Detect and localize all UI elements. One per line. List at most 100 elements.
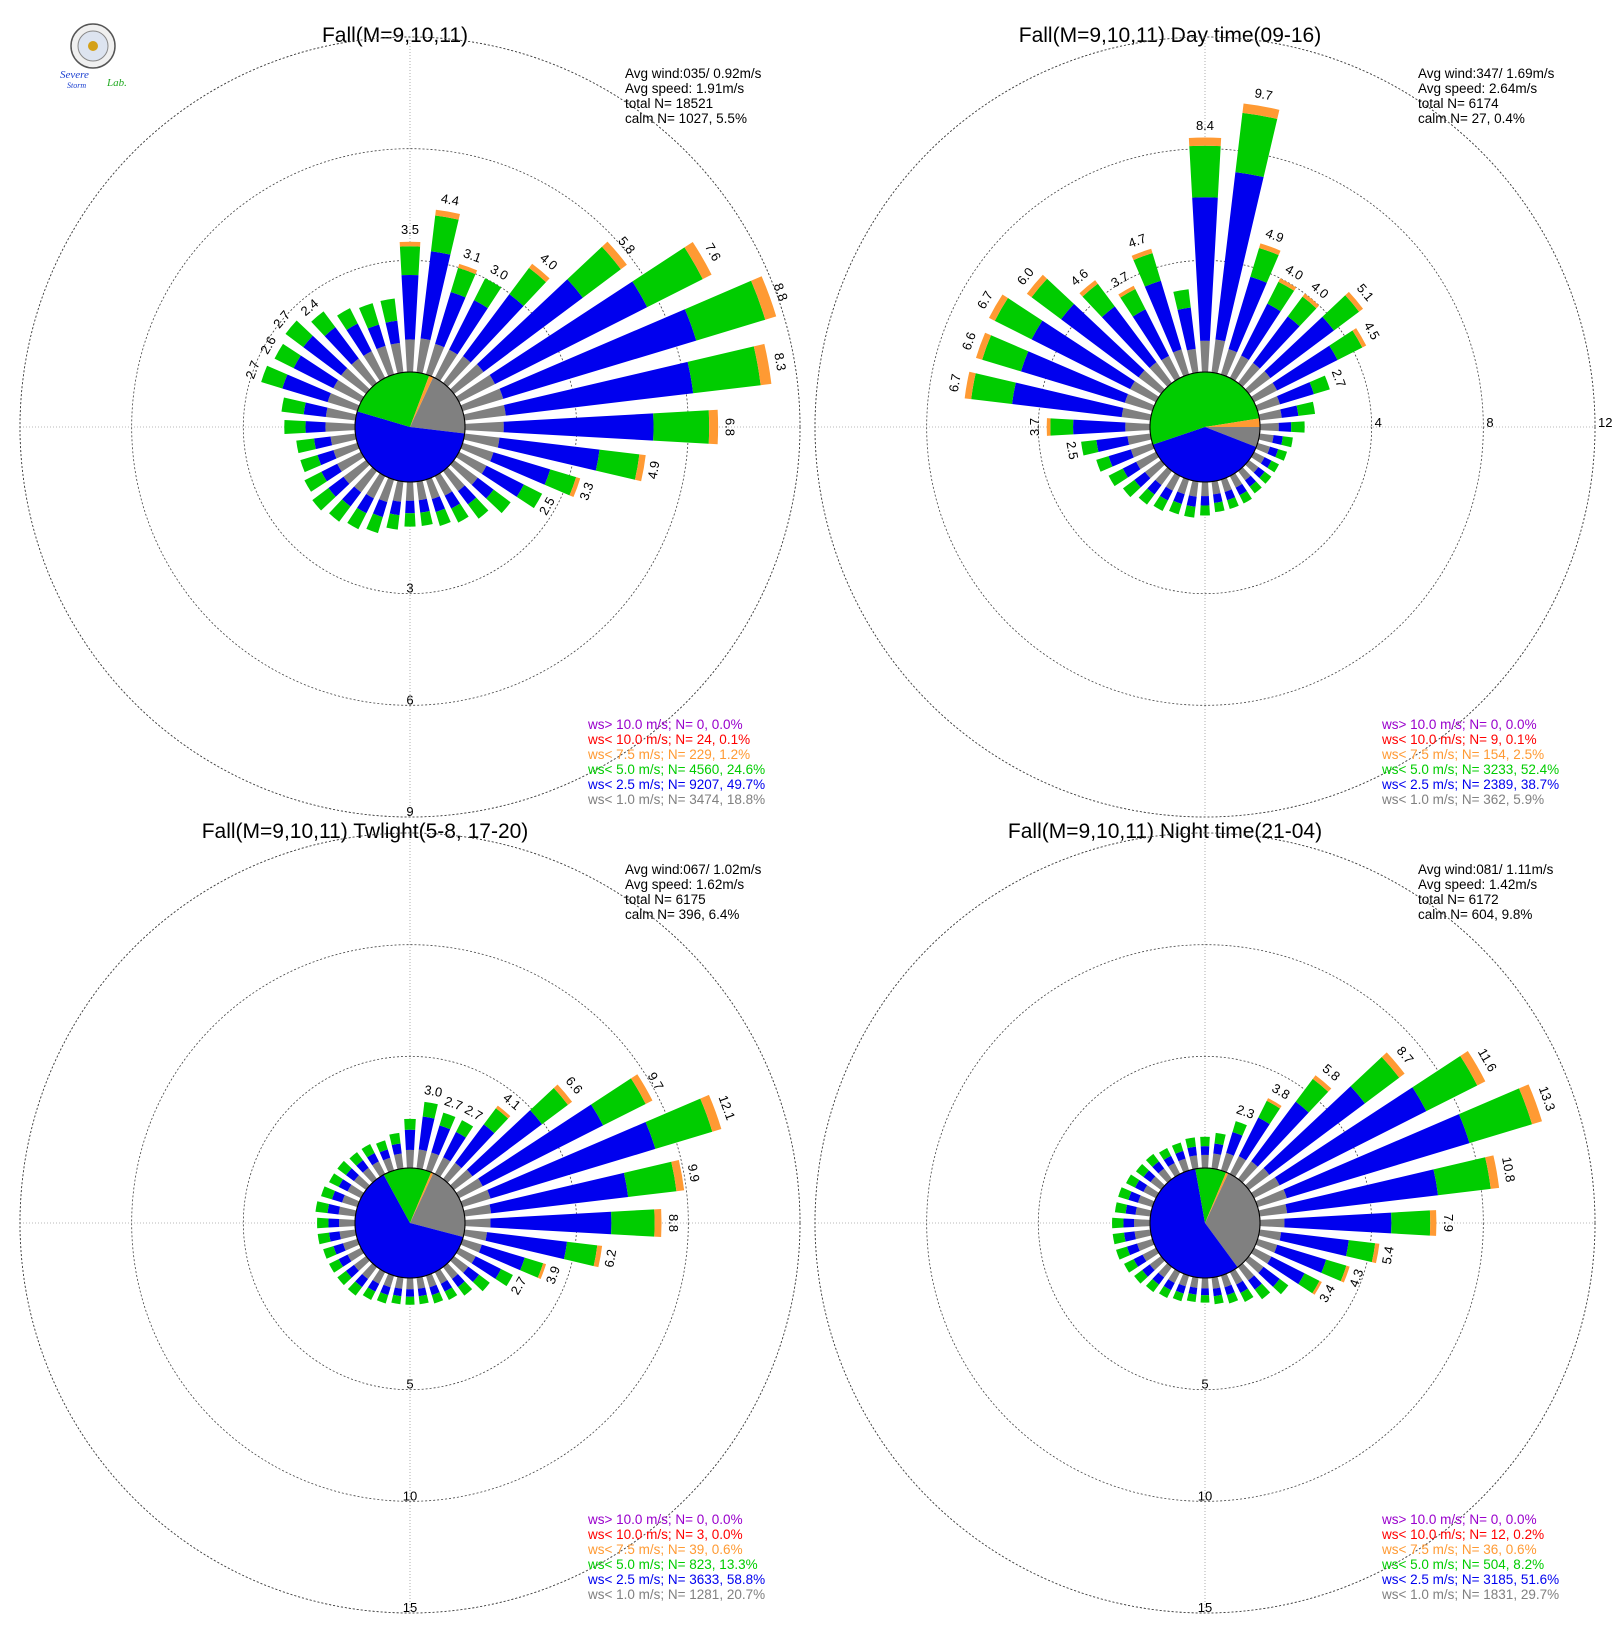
logo-lab-text: Lab. <box>106 77 127 89</box>
petal-dir-50: 5.8 <box>450 233 638 395</box>
petal-segment-lt25 <box>1175 1283 1186 1294</box>
petal-dir-80: 10.8 <box>1258 1155 1518 1217</box>
petal-segment-lt1 <box>1211 1153 1221 1170</box>
petal-segment-lt1 <box>383 1157 395 1173</box>
petal-segment-lt1 <box>1211 1276 1221 1289</box>
petal-segment-lt5 <box>1281 436 1293 448</box>
petal-dir-230 <box>337 1255 370 1286</box>
petal-segment-lt5 <box>1295 1078 1329 1113</box>
petal-segment-lt75 <box>654 1208 662 1238</box>
petal-segment-lt25 <box>1126 1243 1140 1256</box>
petal-value-label: 8.7 <box>1394 1043 1417 1066</box>
petal-segment-lt5 <box>386 513 400 530</box>
petal-segment-lt1 <box>1177 477 1190 495</box>
petal-dir-240 <box>304 451 364 492</box>
petal-segment-lt25 <box>1280 405 1299 418</box>
panel-title: Fall(M=9,10,11) Twlight(5-8, 17-20) <box>202 820 529 843</box>
stat-line: Avg wind:347/ 1.69m/s <box>1418 66 1555 81</box>
petal-segment-lt25 <box>333 1243 346 1255</box>
petal-segment-lt25 <box>1073 419 1126 435</box>
legend-entry-lt10: ws< 10.0 m/s; N= 3, 0.0% <box>587 1527 743 1542</box>
calm-slice-lt5 <box>357 372 430 427</box>
petal-segment-lt25 <box>418 498 430 513</box>
petal-dir-210 <box>362 1269 386 1301</box>
petal-segment-lt25 <box>435 292 466 348</box>
petal-value-label: 5.4 <box>1379 1245 1397 1265</box>
legend-entry-lt1: ws< 1.0 m/s; N= 362, 5.9% <box>1381 792 1544 807</box>
petal-segment-lt25 <box>418 1116 435 1151</box>
petal-segment-lt75 <box>1371 1243 1380 1264</box>
petal-dir-280 <box>281 397 357 421</box>
petal-segment-lt5 <box>1250 247 1279 283</box>
petal-dir-20: 4.9 <box>1220 225 1286 377</box>
petal-segment-lt5 <box>544 469 577 496</box>
petal-value-label: 6.7 <box>946 373 964 393</box>
petal-segment-lt5 <box>376 1140 388 1153</box>
petal-dir-100: 4.9 <box>463 433 663 482</box>
petal-segment-lt25 <box>440 1280 453 1292</box>
petal-segment-lt5 <box>1254 1283 1271 1300</box>
petal-dir-220 <box>1138 467 1173 505</box>
petal-segment-lt1 <box>1150 1176 1165 1191</box>
petal-segment-lt25 <box>1144 280 1182 353</box>
petal-segment-lt5 <box>1258 1100 1280 1125</box>
petal-segment-lt5 <box>1186 1293 1197 1303</box>
petal-segment-lt1 <box>1251 1247 1272 1264</box>
petal-dir-0: 8.4 <box>1188 118 1222 373</box>
petal-segment-lt1 <box>1220 1273 1232 1288</box>
petal-segment-lt25 <box>1123 1231 1136 1242</box>
petal-segment-lt5 <box>1172 1290 1184 1302</box>
petal-dir-310 <box>337 1160 370 1191</box>
petal-segment-lt75 <box>1485 1155 1500 1189</box>
petal-segment-lt25 <box>1096 436 1130 452</box>
petal-segment-lt25 <box>1031 320 1135 390</box>
petal-dir-30: 2.7 <box>434 1102 485 1177</box>
petal-segment-lt25 <box>313 436 333 450</box>
petal-segment-lt1 <box>325 407 357 421</box>
petal-segment-lt1 <box>463 404 506 421</box>
petal-segment-lt5 <box>1184 505 1196 518</box>
petal-segment-lt75 <box>964 371 976 400</box>
petal-segment-lt25 <box>1278 422 1292 432</box>
legend-entry-lt5: ws< 5.0 m/s; N= 3233, 52.4% <box>1381 762 1559 777</box>
petal-segment-lt5 <box>444 1287 458 1301</box>
petal-value-label: 3.9 <box>543 1264 563 1286</box>
petal-segment-lt75 <box>569 477 581 498</box>
petal-segment-lt25 <box>429 1284 440 1296</box>
petal-segment-lt5 <box>285 320 313 348</box>
petal-segment-lt5 <box>337 1160 352 1176</box>
petal-segment-lt5 <box>359 303 380 329</box>
petal-segment-lt75 <box>1188 137 1222 147</box>
petal-dir-330 <box>337 308 386 381</box>
petal-value-label: 4.9 <box>1264 225 1286 245</box>
petal-segment-lt1 <box>333 379 364 403</box>
petal-segment-lt1 <box>394 1276 404 1289</box>
petal-segment-lt75 <box>1026 274 1048 298</box>
petal-value-label: 8.8 <box>666 1214 681 1232</box>
petal-value-label: 9.7 <box>645 1070 667 1093</box>
petal-value-label: 6.2 <box>601 1248 619 1268</box>
petal-dir-130 <box>1245 1255 1289 1295</box>
petal-segment-lt1 <box>376 345 395 377</box>
legend-entry-gt10: ws> 10.0 m/s; N= 0, 0.0% <box>1381 717 1537 732</box>
petal-dir-210 <box>1153 473 1181 511</box>
petal-segment-lt5 <box>1082 283 1115 318</box>
petal-segment-lt1 <box>416 480 427 501</box>
petal-dir-220 <box>1145 1263 1173 1293</box>
petal-dir-50: 6.6 <box>450 1073 586 1191</box>
petal-dir-160 <box>1220 1273 1239 1304</box>
petal-segment-lt1 <box>1245 1167 1270 1191</box>
petal-value-label: 4.4 <box>440 191 460 209</box>
petal-dir-100: 5.4 <box>1258 1229 1397 1265</box>
petal-segment-lt1 <box>1211 339 1226 374</box>
petal-dir-180 <box>1200 481 1210 516</box>
petal-value-label: 8.4 <box>1196 118 1214 133</box>
petal-value-label: 6.6 <box>959 330 979 352</box>
petal-segment-lt1 <box>372 1161 386 1177</box>
petal-value-label: 2.7 <box>242 359 262 381</box>
legend-entry-lt25: ws< 2.5 m/s; N= 9207, 49.7% <box>587 777 765 792</box>
calm-pie <box>1149 371 1261 483</box>
petal-segment-lt1 <box>1201 1277 1209 1289</box>
petal-segment-lt5 <box>971 373 1016 404</box>
ring-circle <box>926 944 1484 1502</box>
